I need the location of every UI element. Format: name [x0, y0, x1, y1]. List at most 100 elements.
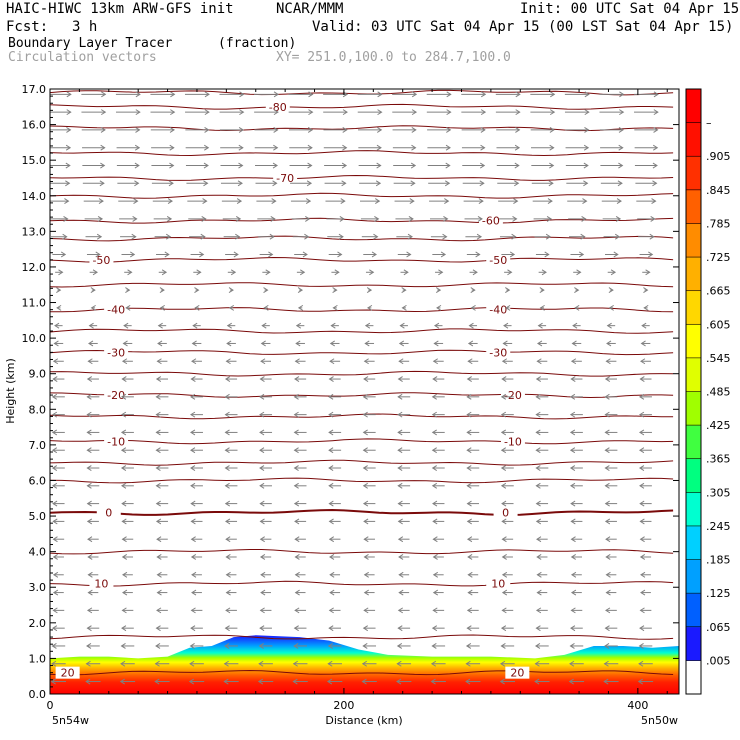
vector-arrowhead: [430, 678, 436, 685]
vector-arrowhead: [155, 625, 161, 632]
contour-label: -20: [504, 389, 522, 402]
vector-arrowhead: [238, 162, 244, 169]
vector-arrowhead: [189, 660, 195, 667]
contour-label: -80: [269, 101, 287, 114]
vector-arrowhead: [259, 411, 265, 418]
vector-arrowhead: [134, 180, 140, 187]
vector-arrowhead: [293, 447, 299, 454]
vector-arrowhead: [604, 429, 610, 436]
vector-arrowhead: [366, 304, 373, 311]
vector-arrowhead: [88, 322, 94, 329]
vector-arrowhead: [51, 465, 58, 471]
vector-arrowhead: [224, 643, 230, 649]
vector-arrowhead: [328, 411, 334, 418]
vector-arrowhead: [203, 180, 209, 187]
vector-arrowhead: [328, 376, 334, 382]
vector-arrowhead: [466, 607, 473, 614]
vector-arrowhead: [432, 358, 439, 365]
vector-arrowhead: [639, 376, 645, 382]
vector-arrowhead: [228, 287, 234, 293]
vector-arrowhead: [436, 304, 442, 311]
temperature-contour: [50, 549, 674, 555]
vector-arrowhead: [430, 660, 437, 667]
vector-arrowhead: [475, 251, 481, 258]
temperature-contour: [50, 103, 674, 110]
colorbar-label: .605: [706, 318, 731, 331]
vector-arrowhead: [259, 482, 265, 489]
vector-arrowhead: [411, 91, 418, 98]
vector-arrowhead: [638, 643, 644, 649]
temperature-contour: [50, 349, 674, 356]
vector-arrowhead: [259, 625, 265, 632]
vector-arrowhead: [580, 233, 586, 240]
vector-arrowhead: [366, 287, 373, 293]
vector-arrowhead: [501, 554, 507, 560]
vector-arrowhead: [134, 144, 141, 151]
contour-label: -30: [107, 346, 125, 359]
vector-arrowhead: [375, 198, 381, 205]
vector-arrowhead: [224, 447, 230, 454]
vector-arrowhead: [190, 429, 196, 436]
vector-arrowhead: [570, 500, 576, 507]
vector-arrowhead: [329, 358, 335, 365]
vector-arrowhead: [639, 482, 645, 489]
vector-arrowhead: [574, 304, 580, 311]
vector-arrowhead: [432, 554, 438, 560]
vector-arrowhead: [65, 162, 71, 169]
vector-arrowhead: [500, 482, 507, 489]
vector-arrowhead: [131, 233, 137, 240]
vector-arrowhead: [122, 571, 128, 578]
vector-arrowhead: [273, 144, 279, 151]
vector-arrowhead: [605, 571, 611, 578]
vector-arrowhead: [604, 376, 611, 382]
vector-arrowhead: [225, 518, 231, 525]
vector-arrowhead: [398, 589, 404, 596]
vector-arrowhead: [396, 660, 402, 667]
contour-label: -10: [107, 435, 125, 448]
vector-arrowhead: [238, 127, 245, 133]
vector-arrowhead: [604, 500, 610, 507]
vector-arrowhead: [50, 678, 56, 685]
vector-arrowhead: [431, 643, 437, 649]
vector-arrowhead: [54, 322, 60, 329]
vector-arrowhead: [570, 358, 577, 365]
vector-arrowhead: [224, 465, 230, 471]
vector-arrowhead: [466, 482, 472, 489]
vector-arrowhead: [653, 109, 659, 116]
vector-arrowhead: [259, 518, 265, 525]
vector-arrowhead: [90, 287, 96, 293]
vector-arrowhead: [608, 287, 614, 293]
vector-arrowhead: [342, 144, 348, 151]
vector-arrowhead: [500, 643, 506, 649]
vector-arrowhead: [51, 411, 58, 418]
vector-arrowhead: [302, 251, 308, 258]
vector-arrowhead: [537, 322, 543, 329]
vector-arrowhead: [169, 162, 175, 169]
vector-arrowhead: [338, 233, 344, 240]
vector-arrowhead: [515, 109, 521, 116]
vector-arrowhead: [509, 251, 516, 258]
vector-arrowhead: [480, 127, 486, 133]
vector-arrowhead: [442, 233, 448, 240]
vector-arrowhead: [96, 233, 103, 240]
vector-arrowhead: [467, 571, 473, 578]
contour-label-bg: [478, 214, 503, 227]
vector-arrowhead: [571, 340, 577, 347]
contour-label-bg: [500, 389, 525, 402]
vector-arrowhead: [643, 287, 649, 293]
vector-arrowhead: [342, 127, 348, 133]
vector-arrowhead: [478, 198, 484, 205]
vector-arrowhead: [652, 144, 659, 151]
vector-arrowhead: [501, 589, 508, 596]
temperature-contour: [50, 307, 674, 313]
y-tick-label: 2.0: [29, 617, 47, 630]
vector-arrowhead: [363, 536, 369, 543]
vector-arrowhead: [476, 233, 483, 240]
vector-arrowhead: [191, 358, 197, 365]
vector-arrowhead: [204, 91, 210, 98]
vector-arrowhead: [605, 358, 611, 365]
vector-arrowhead: [134, 162, 140, 169]
vector-arrowhead: [121, 554, 128, 560]
vector-arrowhead: [328, 518, 334, 525]
vector-arrowhead: [263, 304, 269, 311]
